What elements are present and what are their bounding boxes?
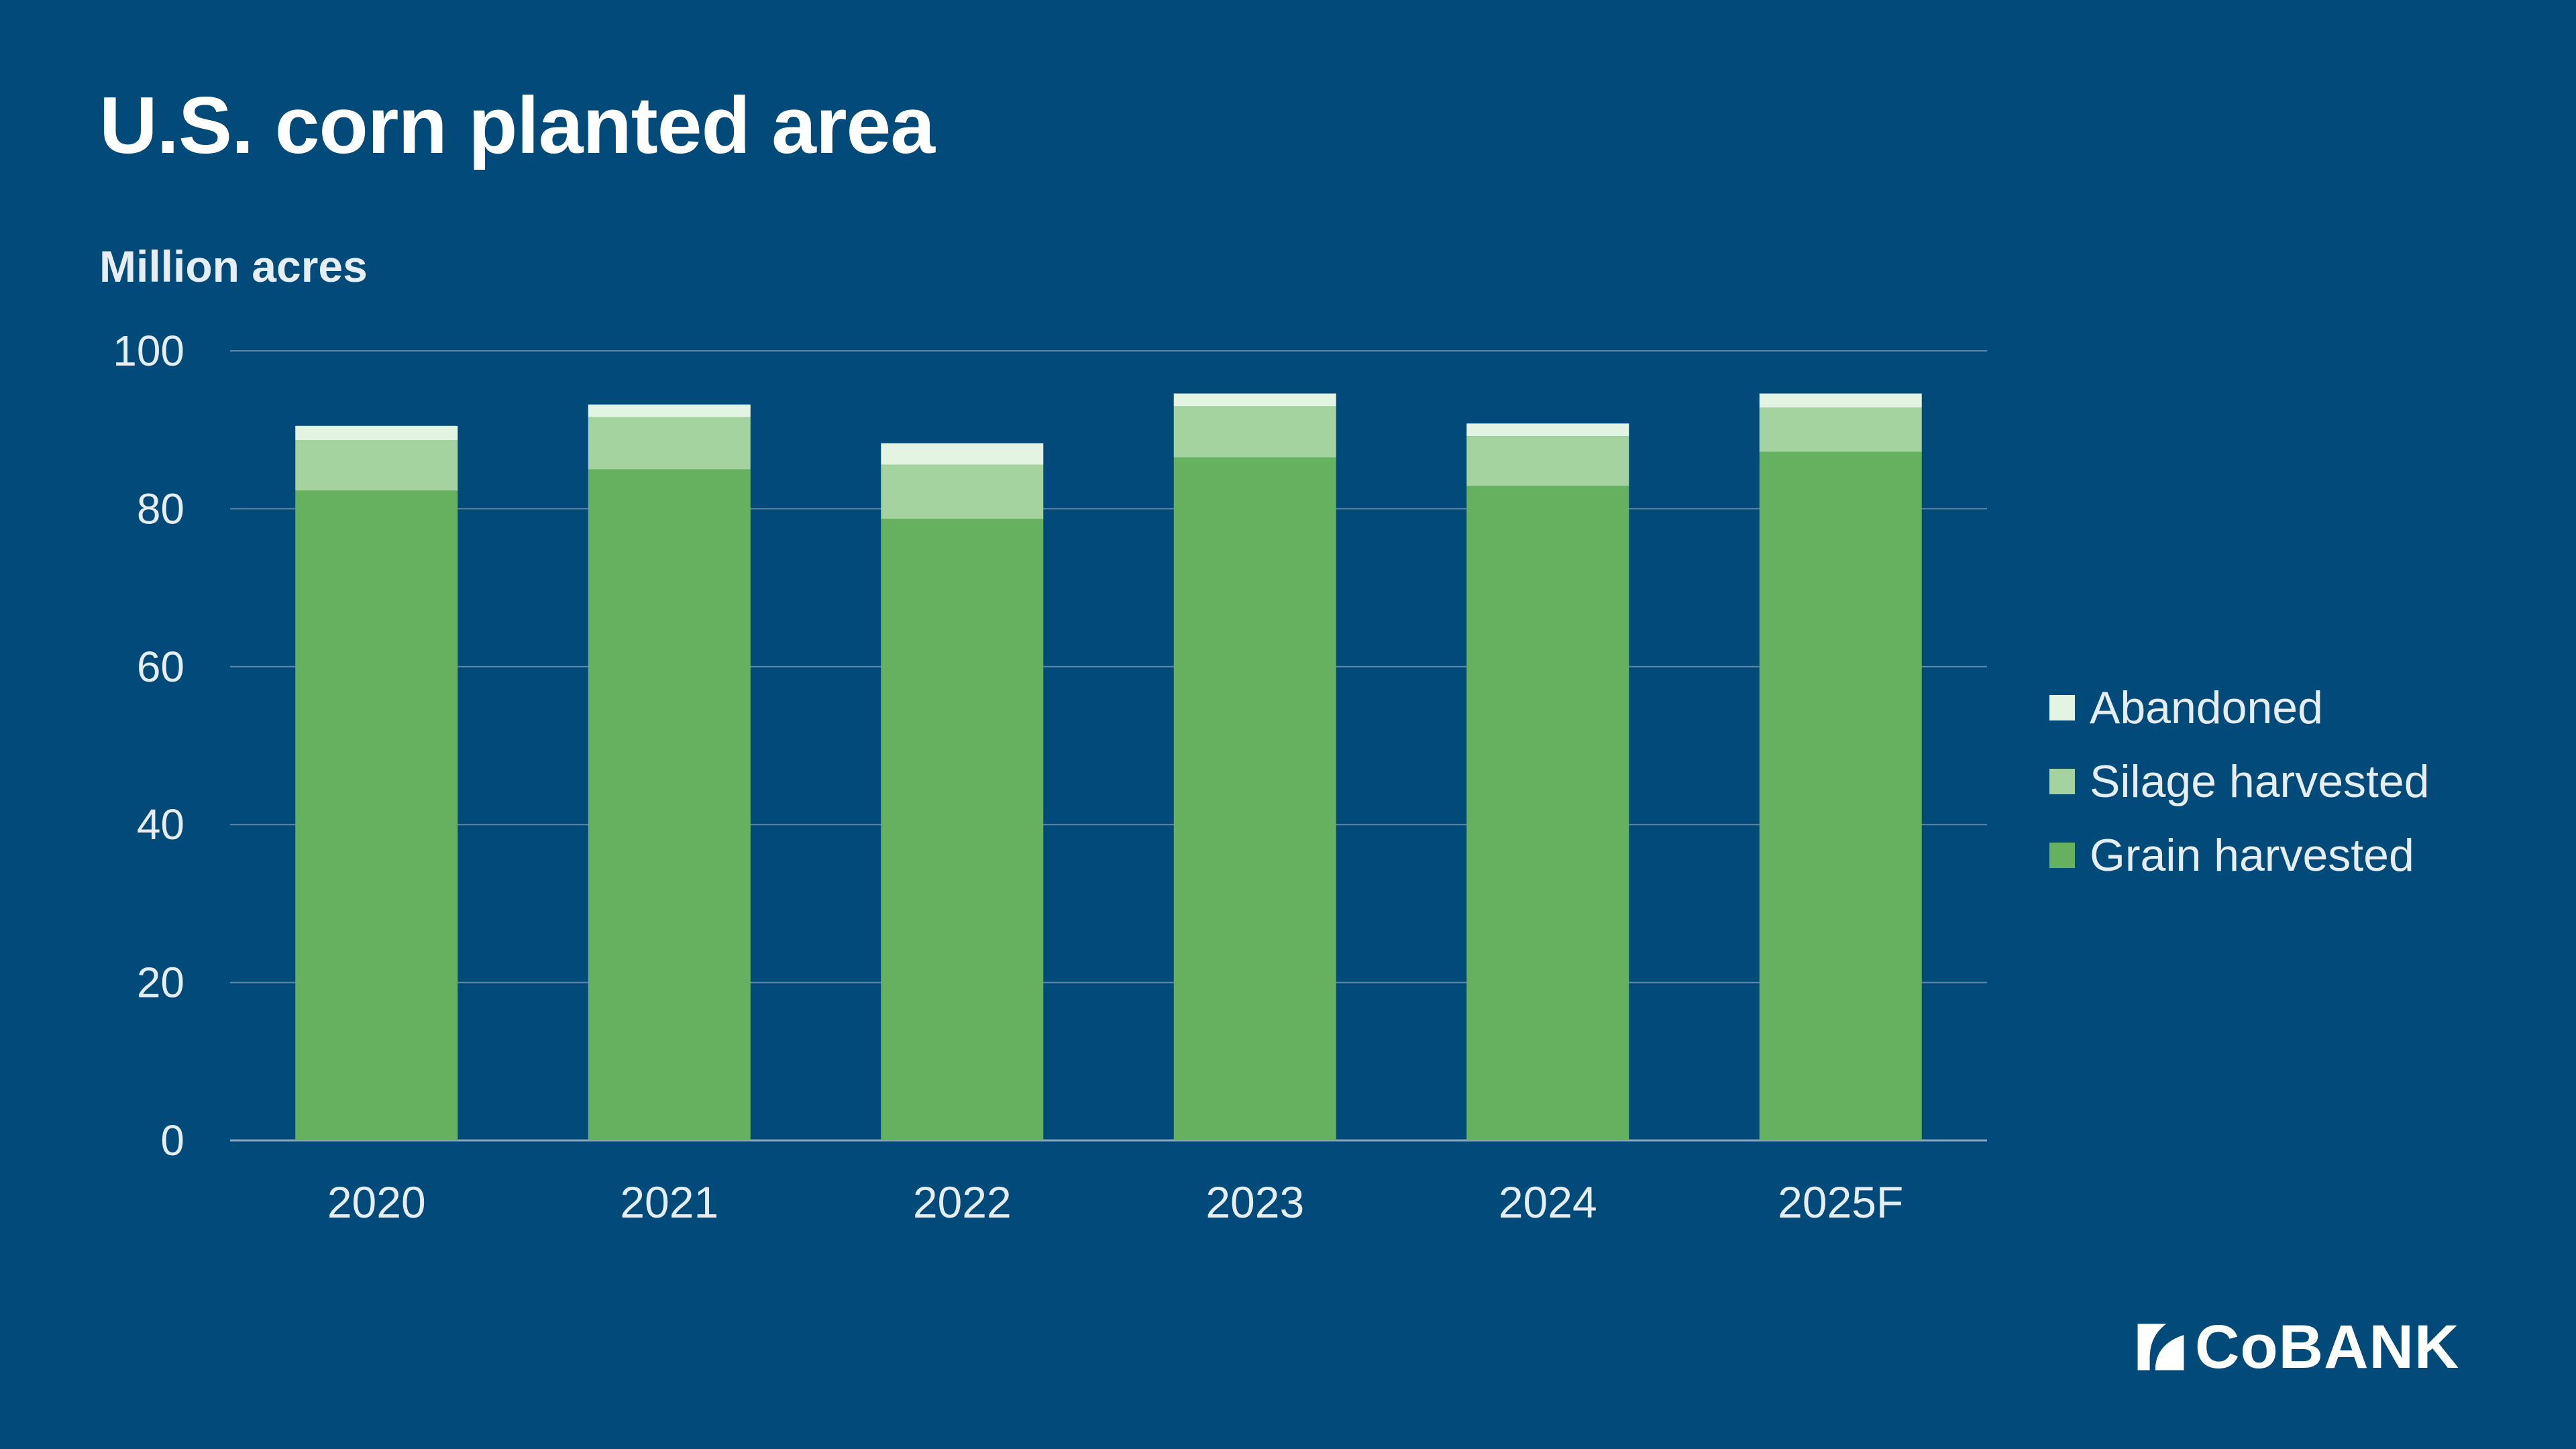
x-tick-label: 2024 <box>1499 1177 1597 1227</box>
bar-segment-grain-harvested-2024 <box>1466 486 1629 1140</box>
y-tick-labels: 0 20 40 60 80 100 <box>113 327 184 1165</box>
bar-segment-grain-harvested-2022 <box>881 519 1044 1140</box>
legend-label: Abandoned <box>2090 682 2323 733</box>
bar-segment-grain-harvested-2023 <box>1173 457 1336 1140</box>
bar-segment-abandoned-2023 <box>1173 393 1336 407</box>
x-tick-label: 2021 <box>620 1177 718 1227</box>
bar-segment-silage-harvested-2025f <box>1759 407 1922 452</box>
x-tick-labels: 2020 2021 2022 2023 2024 2025F <box>327 1177 1903 1227</box>
y-tick-label: 40 <box>137 800 184 849</box>
bar-segment-abandoned-2025f <box>1759 393 1922 408</box>
legend-label: Grain harvested <box>2090 830 2414 881</box>
bar-segment-grain-harvested-2020 <box>295 490 458 1140</box>
bar-segment-silage-harvested-2021 <box>588 417 751 470</box>
bar-segment-grain-harvested-2025f <box>1759 451 1922 1140</box>
chart-title: U.S. corn planted area <box>99 80 935 170</box>
bar-segment-abandoned-2021 <box>588 405 751 417</box>
bar-segment-abandoned-2024 <box>1466 423 1629 437</box>
bars <box>295 393 1922 1140</box>
y-tick-label: 20 <box>137 959 184 1007</box>
cobank-logo: CoBANK <box>2133 1316 2459 1378</box>
y-axis-label: Million acres <box>99 241 368 291</box>
legend: Abandoned Silage harvested Grain harvested <box>2049 671 2430 892</box>
cobank-logo-text: CoBANK <box>2195 1313 2460 1381</box>
bar-segment-silage-harvested-2024 <box>1466 436 1629 486</box>
legend-item: Silage harvested <box>2049 745 2430 818</box>
x-tick-label: 2020 <box>327 1177 426 1227</box>
bar-segment-grain-harvested-2021 <box>588 469 751 1140</box>
legend-label: Silage harvested <box>2090 756 2430 807</box>
gridlines <box>230 350 1987 1142</box>
legend-item: Grain harvested <box>2049 818 2430 892</box>
legend-swatch <box>2049 769 2075 794</box>
bar-segment-silage-harvested-2020 <box>295 440 458 491</box>
legend-swatch <box>2049 843 2075 868</box>
cobank-logo-mark-icon <box>2137 1324 2184 1371</box>
bar-segment-silage-harvested-2023 <box>1173 406 1336 458</box>
y-tick-label: 100 <box>113 327 184 375</box>
x-tick-label: 2023 <box>1205 1177 1304 1227</box>
bar-segment-abandoned-2020 <box>295 425 458 441</box>
bar-segment-abandoned-2022 <box>881 443 1044 465</box>
bar-segment-silage-harvested-2022 <box>881 464 1044 519</box>
y-tick-label: 80 <box>137 484 184 533</box>
legend-swatch <box>2049 695 2075 720</box>
y-tick-label: 0 <box>160 1116 184 1165</box>
legend-item: Abandoned <box>2049 671 2430 745</box>
x-tick-label: 2025F <box>1778 1177 1903 1227</box>
x-tick-label: 2022 <box>913 1177 1012 1227</box>
y-tick-label: 60 <box>137 643 184 691</box>
